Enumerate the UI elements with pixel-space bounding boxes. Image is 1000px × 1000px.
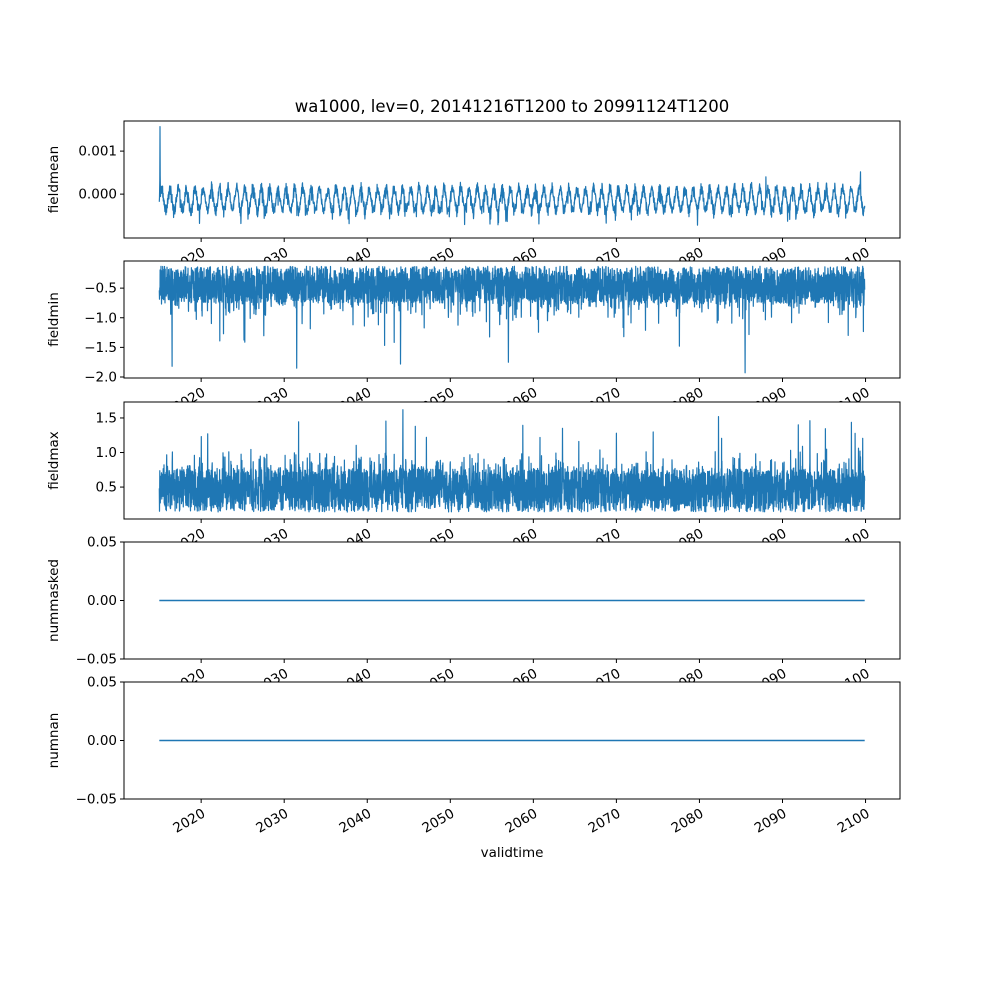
x-tick-labels-row-0: 2020 2030 2040 2050 2060 2070 2080 2090 2100 [170, 245, 872, 276]
y-tick-label: −1.0 [84, 310, 117, 326]
subplot-numnan: 0.05 0.00 −0.05 [76, 675, 901, 808]
y-tick-label: 0.00 [87, 593, 117, 609]
y-axis-label-nummasked: nummasked [46, 559, 62, 642]
y-tick-label: 0.05 [87, 535, 117, 551]
x-tick-labels-row-2: 2020 2030 2040 2050 2060 2070 2080 2090 2100 [170, 526, 872, 557]
axes-spines [123, 260, 901, 379]
y-axis-label-fieldmin: fieldmin [46, 292, 62, 347]
x-tick-label: 2070 [586, 806, 624, 837]
x-tick-label: 2080 [669, 806, 707, 837]
y-tick-label: 0.00 [87, 733, 117, 749]
x-tick-label: 2020 [170, 806, 208, 837]
plots-layer: 0.001 0.000 2020 2030 2040 2050 2060 2070 2080 20… [76, 120, 901, 837]
series-line-fieldmean [158, 126, 866, 226]
x-tick-label: 2090 [752, 806, 790, 837]
axes-spines [123, 401, 901, 520]
y-tick-label: 1.5 [96, 410, 117, 426]
y-tick-label: −0.05 [76, 792, 117, 808]
x-tick-label: 2030 [253, 806, 291, 837]
chart-title: wa1000, lev=0, 20141216T1200 to 20991124… [295, 97, 730, 116]
series-line-fieldmin [158, 265, 866, 374]
x-tick-label: 2040 [336, 806, 374, 837]
y-tick-label: −2.0 [84, 369, 117, 385]
y-tick-label: −0.05 [76, 652, 117, 668]
plot-area [124, 121, 900, 238]
series-line-fieldmax [158, 409, 866, 513]
subplot-nummasked: 0.05 0.00 −0.05 [76, 535, 901, 668]
y-tick-label: −0.5 [84, 281, 117, 297]
subplot-fieldmax: 1.5 1.0 0.5 [96, 401, 901, 523]
y-tick-label: 0.5 [96, 480, 117, 496]
x-axis-label: validtime [481, 845, 544, 861]
y-tick-label: 0.000 [78, 187, 117, 203]
y-axis-label-fieldmax: fieldmax [46, 431, 62, 490]
y-axis-label-numnan: numnan [46, 713, 62, 769]
x-tick-label: 2050 [420, 806, 458, 837]
axes-spines [123, 120, 901, 239]
y-tick-label: 0.001 [78, 144, 117, 160]
subplot-fieldmean: 0.001 0.000 [78, 120, 901, 242]
subplot-fieldmin: −0.5 −1.0 −1.5 −2.0 [84, 260, 901, 385]
x-tick-label: 2100 [835, 806, 873, 837]
y-tick-label: −1.5 [84, 340, 117, 356]
x-tick-labels-row-4: 2020 2030 2040 2050 2060 2070 2080 2090 2100 [170, 806, 872, 837]
y-axis-label-fieldmean: fieldmean [46, 146, 62, 213]
y-tick-label: 0.05 [87, 675, 117, 691]
y-tick-label: 1.0 [96, 445, 117, 461]
x-tick-label: 2060 [503, 806, 541, 837]
